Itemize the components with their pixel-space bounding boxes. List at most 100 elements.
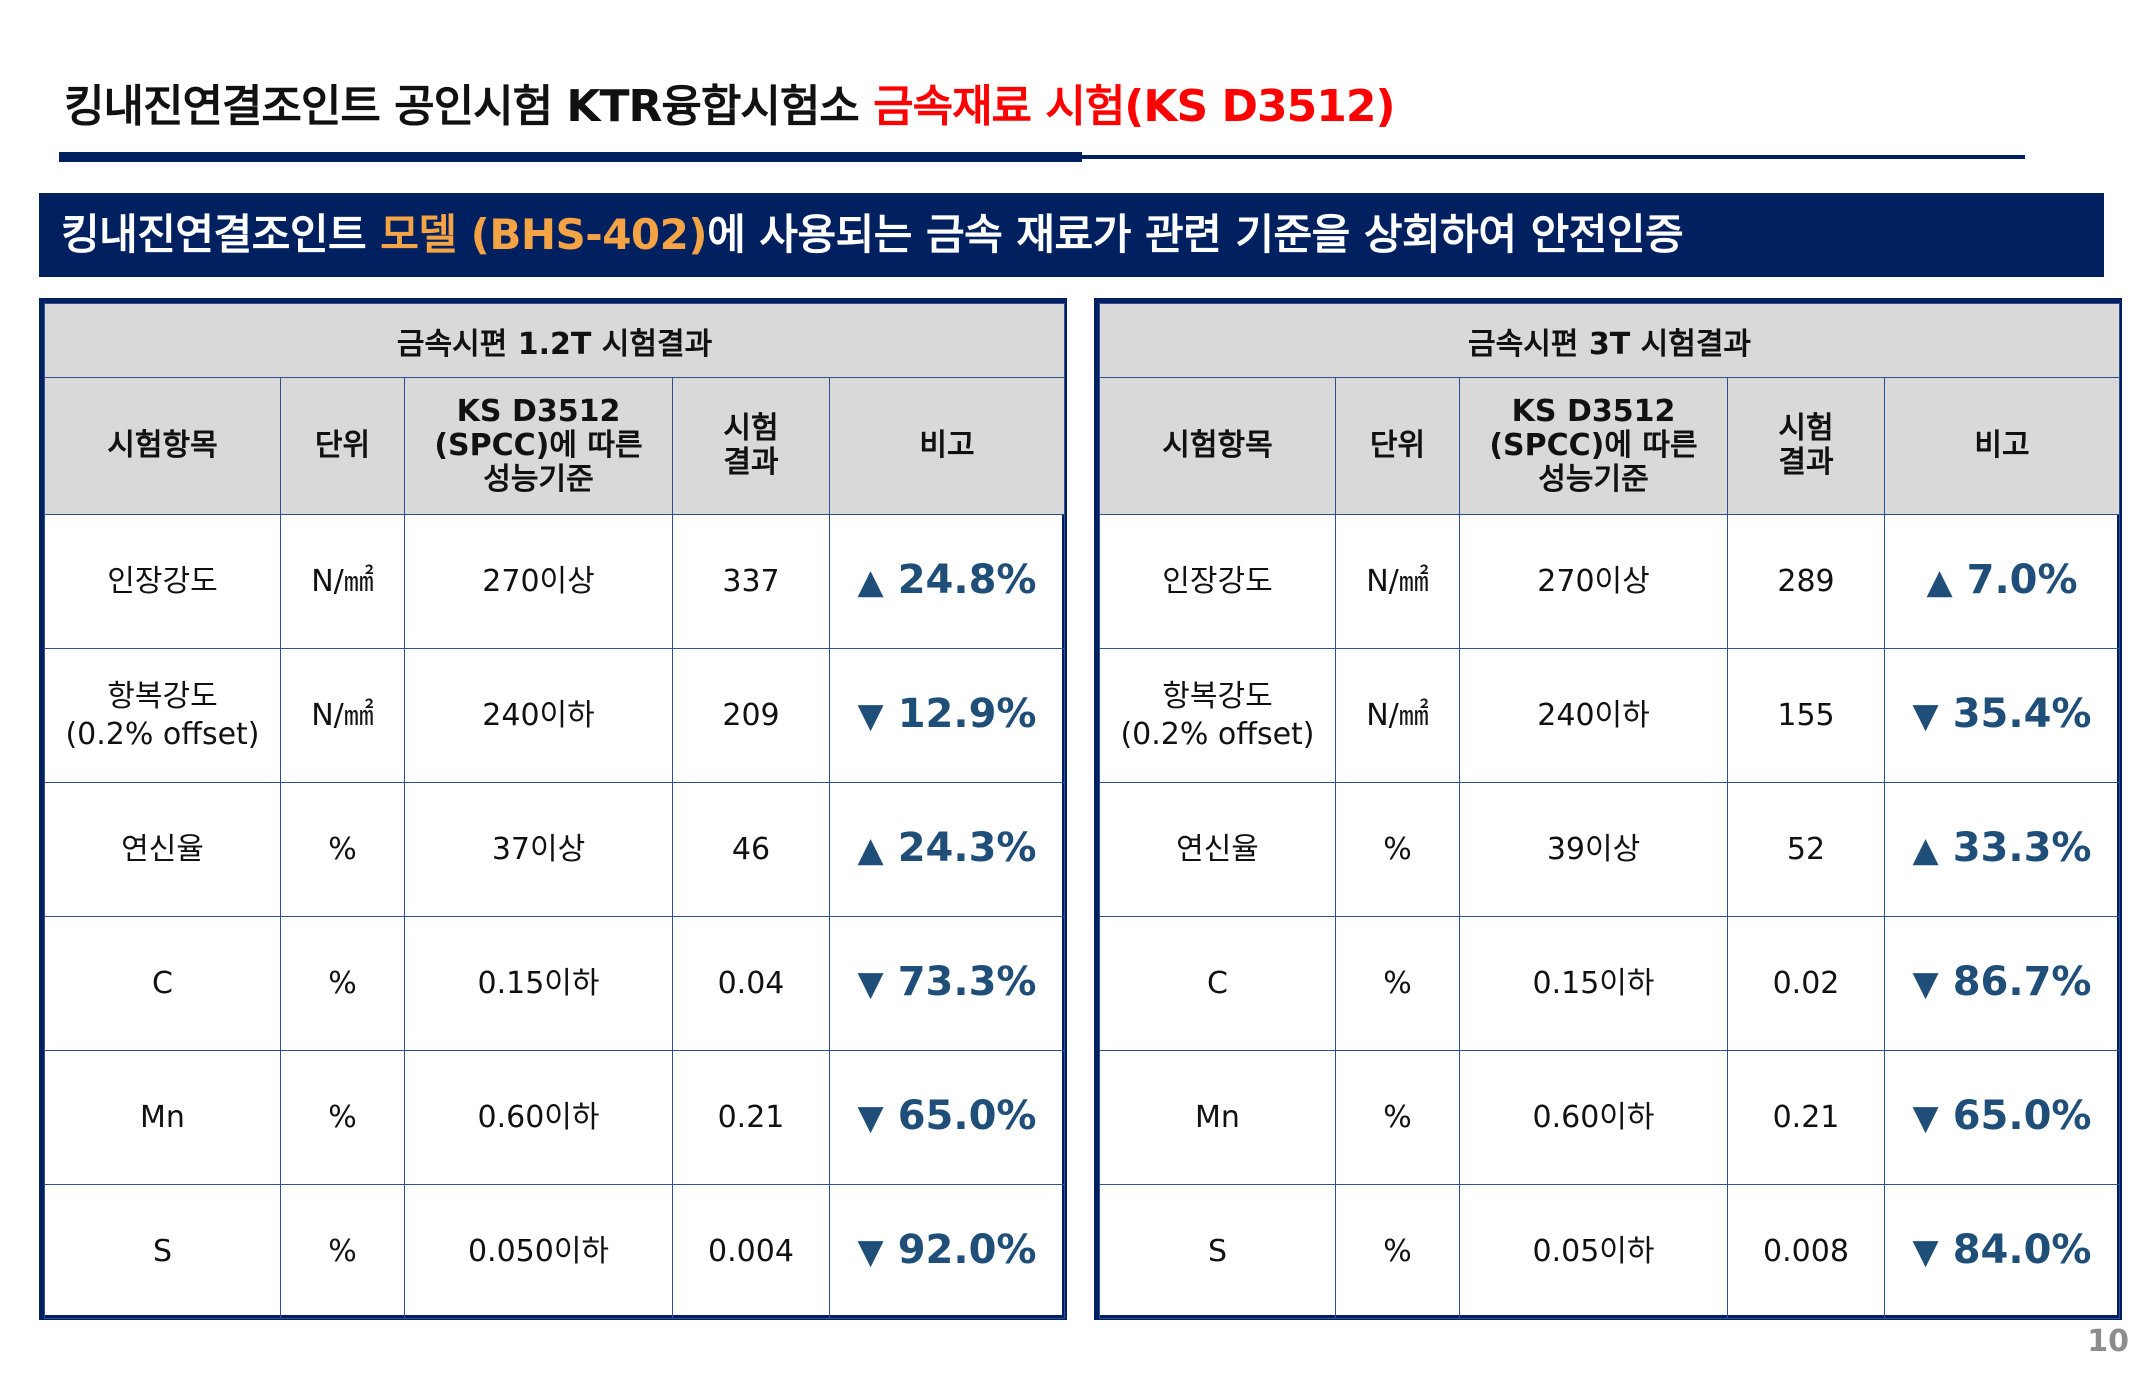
result-cell: 289 xyxy=(1727,514,1885,649)
page-number: 10 xyxy=(2087,1324,2129,1359)
column-header-label: 비고 xyxy=(1974,428,2030,463)
percent-text: 73.3% xyxy=(897,958,1037,1005)
triangle-down-icon: ▼ xyxy=(1912,1097,1939,1138)
remark-value: ▼ 35.4% xyxy=(1913,691,2092,737)
column-header-label: 시험항목 xyxy=(107,428,218,463)
unit-cell-text: % xyxy=(328,831,357,867)
item-cell-text: 연신율 xyxy=(1176,831,1259,867)
item-cell-text: Mn xyxy=(1195,1099,1240,1135)
result-cell-text: 0.008 xyxy=(1763,1233,1849,1269)
standard-cell: 240이하 xyxy=(404,648,673,783)
table-title: 금속시편 3T 시험결과 xyxy=(1098,303,2121,378)
table-title-row: 금속시편 1.2T 시험결과 xyxy=(43,303,1066,378)
table-row: C% 0.15이하 0.02 ▼ 86.7% xyxy=(1099,916,2121,1051)
item-cell: S xyxy=(44,1184,281,1319)
triangle-down-icon: ▼ xyxy=(1912,963,1939,1004)
remark-value: ▲ 24.3% xyxy=(858,825,1037,871)
triangle-up-icon: ▲ xyxy=(1912,829,1939,870)
unit-cell: N/㎟ xyxy=(280,514,405,649)
result-cell-text: 155 xyxy=(1777,697,1835,733)
column-header-label: 시험 결과 xyxy=(1778,411,1834,480)
unit-cell: % xyxy=(1335,1050,1460,1185)
result-cell-text: 209 xyxy=(722,697,780,733)
result-cell-text: 337 xyxy=(722,563,780,599)
percent-text: 35.4% xyxy=(1952,690,2092,737)
standard-cell: 0.05이하 xyxy=(1459,1184,1728,1319)
standard-cell-text: 0.05이하 xyxy=(1532,1233,1655,1269)
result-cell: 0.02 xyxy=(1727,916,1885,1051)
unit-cell: N/㎟ xyxy=(1335,514,1460,649)
unit-cell: % xyxy=(1335,916,1460,1051)
column-header: 비고 xyxy=(1883,377,2121,515)
percent-text: 24.3% xyxy=(897,824,1037,871)
unit-cell: % xyxy=(280,916,405,1051)
item-cell-text: Mn xyxy=(140,1099,185,1135)
result-cell-text: 0.21 xyxy=(717,1099,785,1135)
column-header: 비고 xyxy=(828,377,1066,515)
remark-cell: ▼ 65.0% xyxy=(828,1050,1066,1185)
unit-cell-text: % xyxy=(1383,1233,1412,1269)
table-row: S% 0.050이하 0.004 ▼ 92.0% xyxy=(44,1184,1066,1319)
result-cell: 0.21 xyxy=(1727,1050,1885,1185)
table-row: Mn% 0.60이하 0.21 ▼ 65.0% xyxy=(1099,1050,2121,1185)
standard-cell-text: 240이하 xyxy=(482,697,595,733)
result-cell: 337 xyxy=(672,514,830,649)
unit-cell-text: N/㎟ xyxy=(311,563,374,599)
standard-cell: 39이상 xyxy=(1459,782,1728,917)
item-cell: S xyxy=(1099,1184,1336,1319)
item-cell: C xyxy=(44,916,281,1051)
standard-cell-text: 39이상 xyxy=(1546,831,1641,867)
item-cell-text: 항복강도 (0.2% offset) xyxy=(1120,678,1315,752)
table-title: 금속시편 1.2T 시험결과 xyxy=(43,303,1066,378)
result-cell: 46 xyxy=(672,782,830,917)
triangle-up-icon: ▲ xyxy=(857,829,884,870)
table-row: 인장강도 N/㎟ 270이상 289 ▲ 7.0% xyxy=(1099,514,2121,649)
unit-cell: % xyxy=(1335,1184,1460,1319)
remark-cell: ▲ 7.0% xyxy=(1883,514,2121,649)
header-row: 시험항목 단위 KS D3512 (SPCC)에 따른 성능기준 시험 결과 비고 xyxy=(44,377,1066,515)
item-cell: 인장강도 xyxy=(44,514,281,649)
standard-cell-text: 270이상 xyxy=(1537,563,1650,599)
percent-text: 65.0% xyxy=(897,1092,1037,1139)
percent-text: 33.3% xyxy=(1952,824,2092,871)
unit-cell: % xyxy=(280,1050,405,1185)
column-header-label: 단위 xyxy=(1369,428,1426,463)
remark-cell: ▼ 35.4% xyxy=(1883,648,2121,783)
title-main: 킹내진연결조인트 공인시험 KTR융합시험소 xyxy=(64,81,874,132)
table-row: 항복강도 (0.2% offset) N/㎟ 240이하 155 ▼ 35.4% xyxy=(1099,648,2121,783)
remark-value: ▼ 65.0% xyxy=(1913,1093,2092,1139)
item-cell-text: S xyxy=(1207,1233,1228,1269)
standard-cell-text: 37이상 xyxy=(491,831,586,867)
column-header-label: 단위 xyxy=(314,428,371,463)
item-cell: 연신율 xyxy=(44,782,281,917)
standard-cell-text: 0.60이하 xyxy=(477,1099,600,1135)
triangle-down-icon: ▼ xyxy=(1912,695,1939,736)
result-cell: 0.008 xyxy=(1727,1184,1885,1319)
unit-cell: N/㎟ xyxy=(1335,648,1460,783)
results-table-1-2t: 금속시편 1.2T 시험결과 시험항목 단위 KS D3512 (SPCC)에 따른 … xyxy=(39,298,1067,1320)
unit-cell: % xyxy=(280,782,405,917)
column-header: 단위 xyxy=(1335,377,1460,515)
unit-cell: N/㎟ xyxy=(280,648,405,783)
unit-cell: % xyxy=(280,1184,405,1319)
standard-cell: 37이상 xyxy=(404,782,673,917)
unit-cell-text: % xyxy=(1383,965,1412,1001)
standard-cell: 0.60이하 xyxy=(404,1050,673,1185)
results-table-3t: 금속시편 3T 시험결과 시험항목 단위 KS D3512 (SPCC)에 따른 성능… xyxy=(1094,298,2122,1320)
remark-cell: ▼ 86.7% xyxy=(1883,916,2121,1051)
column-header: 단위 xyxy=(280,377,405,515)
triangle-down-icon: ▼ xyxy=(857,1231,884,1272)
banner-text-2: 에 사용되는 금속 재료가 관련 기준을 상회하여 안전인증 xyxy=(707,210,1684,259)
remark-value: ▼ 84.0% xyxy=(1913,1227,2092,1273)
column-header-label: 시험항목 xyxy=(1162,428,1273,463)
result-cell-text: 0.004 xyxy=(708,1233,794,1269)
item-cell-text: C xyxy=(1207,965,1228,1001)
result-cell-text: 289 xyxy=(1777,563,1835,599)
triangle-up-icon: ▲ xyxy=(857,561,884,602)
unit-cell-text: % xyxy=(1383,1099,1412,1135)
table-row: S% 0.05이하 0.008 ▼ 84.0% xyxy=(1099,1184,2121,1319)
table-row: 연신율% 37이상 46 ▲ 24.3% xyxy=(44,782,1066,917)
remark-value: ▲ 7.0% xyxy=(1926,557,2077,603)
unit-cell-text: % xyxy=(328,965,357,1001)
header-row: 시험항목 단위 KS D3512 (SPCC)에 따른 성능기준 시험 결과 비고 xyxy=(1099,377,2121,515)
